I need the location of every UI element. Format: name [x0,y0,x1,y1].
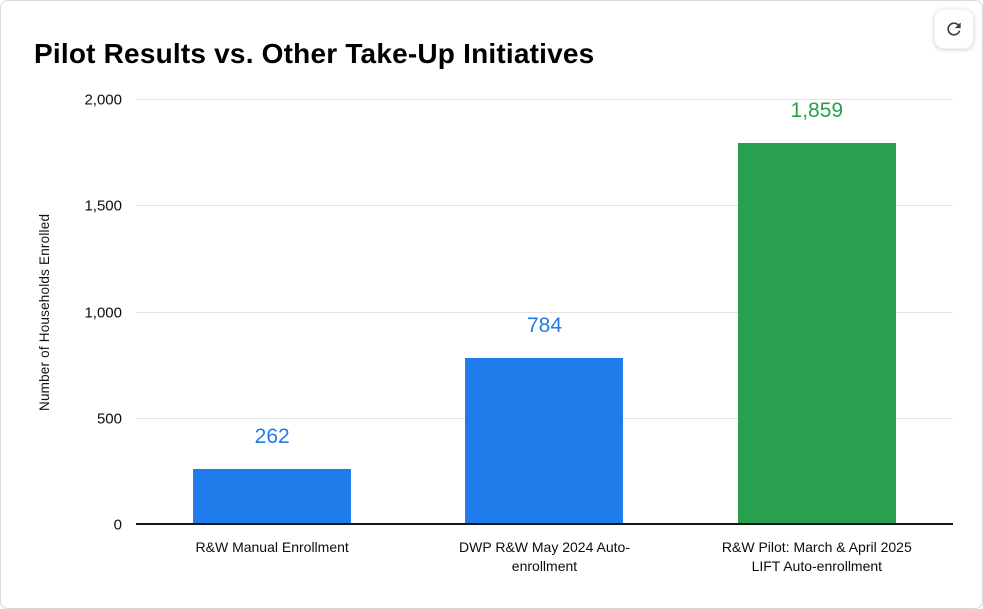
bar-value-label: 262 [254,425,290,449]
bar[interactable] [737,143,896,525]
x-category-label: DWP R&W May 2024 Auto- enrollment [459,539,630,574]
x-category-label: R&W Manual Enrollment [195,539,349,555]
y-tick-label: 1,000 [84,304,122,321]
bar-slot: 262 [136,100,408,525]
x-category-label: R&W Pilot: March & April 2025 LIFT Auto-… [721,539,912,574]
y-tick-label: 1,500 [84,197,122,215]
bar[interactable] [465,358,624,525]
bar-slot: 784 [408,100,680,525]
bars-row: 262 784 1,859 [136,100,953,525]
plot-area: 262 784 1,859 R&W Manual Enrollment DWP R&W… [84,93,953,574]
gridline [136,311,953,313]
refresh-icon [947,22,961,36]
x-axis-labels: R&W Manual Enrollment DWP R&W May 2024 Au… [136,538,953,576]
refresh-button[interactable] [934,9,974,49]
chart-title: Pilot Results vs. Other Take-Up Initiati… [34,38,595,69]
y-tick-label: 500 [96,410,122,428]
gridline [136,205,953,207]
bar-value-label: 784 [526,314,563,338]
bar[interactable] [193,469,352,525]
bar-slot: 1,859 [681,100,953,525]
bar-value-label: 1,859 [790,99,844,122]
x-axis-line [136,523,953,525]
gridline [136,99,953,100]
y-tick-label: 0 [113,516,122,534]
y-tick-label: 2,000 [84,91,122,109]
